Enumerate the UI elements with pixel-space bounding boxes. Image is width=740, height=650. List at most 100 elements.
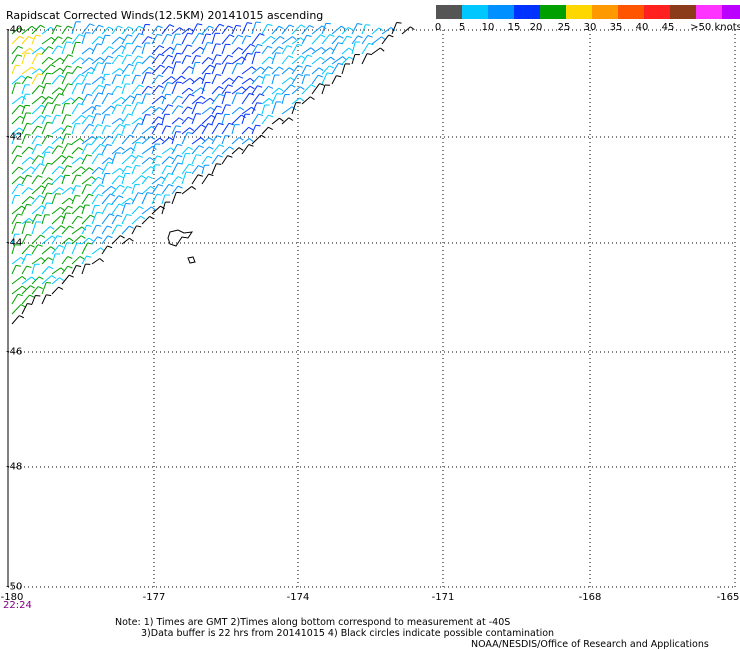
- legend-swatch: [592, 5, 618, 19]
- wind-barb: [191, 137, 206, 145]
- wind-barb: [51, 45, 63, 55]
- legend-label: 25: [557, 22, 571, 33]
- wind-barb: [241, 138, 254, 145]
- wind-barb: [81, 32, 91, 45]
- wind-barb: [91, 211, 102, 225]
- wind-barb: [51, 193, 61, 205]
- wind-barb: [41, 134, 53, 145]
- wind-barb: [131, 206, 144, 215]
- wind-barb: [81, 93, 93, 105]
- wind-barb: [181, 87, 194, 95]
- wind-barb: [111, 54, 124, 65]
- wind-barb: [31, 175, 43, 185]
- wind-barb: [51, 145, 63, 155]
- wind-barb: [181, 65, 194, 75]
- wind-barb: [11, 183, 24, 195]
- wind-barb: [101, 235, 113, 245]
- wind-barb: [201, 25, 214, 35]
- wind-barb: [51, 74, 65, 85]
- wind-barb: [61, 97, 75, 105]
- wind-barb: [111, 68, 124, 75]
- wind-barb: [31, 34, 41, 45]
- wind-barb: [341, 27, 353, 35]
- wind-barb: [251, 102, 262, 115]
- wind-barb: [11, 213, 23, 225]
- wind-barb: [221, 155, 233, 165]
- wind-barb: [71, 102, 84, 115]
- wind-barb: [61, 72, 73, 85]
- wind-barb: [11, 166, 24, 175]
- wind-barb: [141, 55, 155, 65]
- wind-barb: [141, 42, 151, 55]
- wind-barb: [241, 144, 254, 155]
- wind-barb: [31, 294, 41, 305]
- wind-barb: [71, 114, 86, 125]
- wind-barb: [201, 123, 214, 135]
- wind-barb: [211, 105, 222, 115]
- wind-barb: [351, 41, 361, 55]
- wind-barb: [11, 285, 27, 295]
- wind-barb: [401, 26, 415, 35]
- wind-barb: [101, 143, 112, 155]
- wind-barb: [121, 104, 132, 115]
- wind-barb: [231, 147, 244, 155]
- wind-barb: [291, 55, 306, 65]
- chatham-islands-outline: [167, 229, 196, 264]
- wind-barb: [121, 26, 134, 35]
- wind-barb: [251, 113, 264, 125]
- wind-barb: [251, 66, 265, 75]
- wind-barb: [31, 244, 43, 255]
- wind-barb: [121, 225, 134, 235]
- wind-barb: [151, 25, 163, 35]
- wind-barb: [311, 46, 326, 55]
- wind-barb: [31, 286, 43, 295]
- wind-barb: [221, 54, 234, 65]
- wind-barb: [251, 33, 265, 45]
- wind-barb: [141, 93, 151, 105]
- legend-swatch: [566, 5, 592, 19]
- wind-barb: [101, 55, 114, 65]
- wind-barb: [71, 166, 86, 175]
- wind-barb: [61, 256, 73, 265]
- wind-barb: [171, 162, 183, 175]
- wind-barb: [71, 235, 86, 245]
- wind-barb: [41, 121, 53, 135]
- wind-barb: [291, 102, 301, 115]
- wind-barb: [121, 237, 134, 245]
- wind-barb: [11, 154, 22, 165]
- wind-barb: [91, 204, 100, 215]
- wind-barb: [151, 74, 164, 85]
- wind-barb: [231, 92, 242, 105]
- wind-barb: [31, 221, 42, 235]
- wind-barb: [231, 75, 244, 85]
- wind-barb: [21, 265, 32, 275]
- wind-barb: [71, 147, 83, 155]
- wind-barb: [71, 33, 85, 45]
- wind-barb: [71, 65, 83, 75]
- wind-barb: [81, 47, 95, 55]
- wind-barb: [151, 193, 162, 205]
- longitude-label: -171: [431, 592, 455, 603]
- wind-barb: [61, 155, 74, 165]
- wind-barb: [31, 257, 46, 265]
- wind-barb: [11, 115, 25, 125]
- wind-barb: [31, 53, 43, 65]
- wind-barb: [311, 34, 326, 45]
- wind-barb: [261, 98, 274, 105]
- wind-barb: [111, 133, 123, 145]
- wind-barb: [131, 164, 141, 175]
- wind-barb: [31, 73, 43, 85]
- legend-swatch: [436, 5, 462, 19]
- wind-barb: [101, 92, 114, 105]
- wind-barb: [61, 242, 72, 255]
- wind-barb: [111, 167, 124, 175]
- wind-barb: [91, 193, 103, 205]
- legend-label: 30: [583, 22, 597, 33]
- wind-barb: [151, 176, 166, 185]
- wind-barb: [321, 56, 335, 65]
- wind-barb: [221, 122, 234, 135]
- wind-barb: [31, 85, 45, 95]
- wind-barb: [11, 82, 21, 95]
- wind-barb: [271, 52, 281, 65]
- wind-barb: [141, 206, 156, 215]
